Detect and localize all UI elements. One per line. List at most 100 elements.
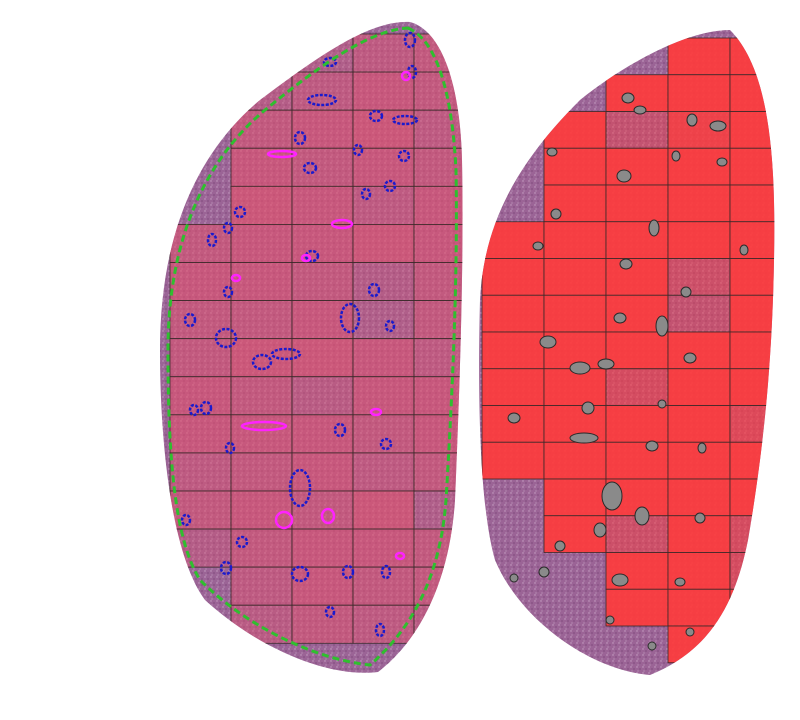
right-tile [481, 441, 545, 480]
magenta-vessel-outline [274, 510, 294, 530]
blue-vessel-outline [251, 353, 273, 371]
right-tile [667, 331, 731, 370]
vessel-hole [550, 208, 562, 220]
left-tile [352, 147, 415, 187]
magenta-vessel-outline [240, 420, 288, 432]
vessel-hole [671, 150, 681, 162]
left-tile [413, 109, 463, 149]
vessel-hole [554, 540, 566, 552]
left-tile [352, 109, 415, 149]
blue-vessel-outline [367, 282, 381, 298]
right-tile [605, 588, 669, 627]
blue-vessel-outline [306, 93, 338, 107]
right-tile [605, 74, 669, 112]
left-tile [291, 414, 354, 454]
right-tile [543, 221, 607, 259]
blue-vessel-outline [214, 327, 238, 349]
right-tile [729, 184, 775, 223]
vessel-hole [581, 401, 595, 415]
right-tile [543, 515, 607, 553]
right-tile [543, 478, 607, 517]
left-tile [413, 33, 463, 73]
blue-vessel-outline [368, 109, 384, 123]
left-tile [291, 376, 354, 416]
left-tile [352, 528, 415, 568]
left-tile [230, 414, 293, 454]
left-tile [352, 262, 415, 301]
blue-vessel-outline [339, 302, 361, 334]
right-tile [543, 368, 607, 406]
blue-vessel-outline [379, 437, 393, 451]
left-tile [352, 490, 415, 530]
vessel-hole [597, 358, 615, 370]
vessel-hole [621, 92, 635, 104]
left-tile [352, 223, 415, 263]
magenta-vessel-outline [320, 507, 336, 525]
left-tile [230, 528, 293, 568]
magenta-vessel-outline [300, 253, 312, 263]
right-tile [667, 478, 731, 517]
right-tile [543, 111, 607, 149]
vessel-hole [694, 512, 706, 524]
left-tile [352, 338, 415, 378]
right-tile [605, 405, 669, 443]
left-tile [291, 300, 354, 340]
vessel-hole [655, 315, 669, 337]
vessel-hole [593, 522, 607, 538]
left-tile [291, 185, 354, 225]
right-tile [481, 405, 545, 443]
vessel-hole [648, 219, 660, 237]
right-tile [729, 37, 775, 76]
right-tile [667, 368, 731, 406]
blue-vessel-outline [302, 161, 318, 175]
left-tile [291, 452, 354, 492]
left-tile [169, 528, 232, 568]
blue-vessel-outline [180, 513, 192, 527]
left-roi-outline [166, 26, 458, 667]
magenta-vessel-outline [266, 149, 298, 159]
right-tile [729, 441, 775, 480]
vessel-hole [716, 157, 728, 167]
right-tile [667, 588, 731, 627]
vessel-hole [538, 566, 550, 578]
right-tile [792, 185, 800, 222]
blue-vessel-outline [352, 143, 364, 157]
left-tile [413, 147, 463, 187]
left-tile [475, 110, 536, 148]
right-tile [667, 221, 731, 259]
vessel-hole [645, 440, 659, 452]
blue-vessel-outline [288, 468, 312, 508]
vessel-hole [680, 286, 692, 298]
left-tile [230, 376, 293, 416]
left-tile [169, 414, 232, 454]
left-tile [413, 71, 463, 111]
vessel-hole [697, 442, 707, 454]
left-tile [413, 223, 463, 263]
magenta-vessel-outline [394, 551, 406, 561]
right-tile [667, 258, 731, 296]
right-tile [792, 148, 800, 185]
vessel-hole [546, 147, 558, 157]
right-tile [605, 111, 669, 149]
left-tile [413, 338, 463, 378]
left-tile [291, 147, 354, 187]
right-tile [481, 331, 545, 370]
vessel-hole [611, 573, 629, 587]
magenta-vessel-outline [330, 218, 354, 230]
vessel-hole [634, 506, 650, 526]
blue-vessel-outline [374, 622, 386, 638]
right-tile [792, 553, 800, 590]
left-tile [230, 147, 293, 187]
left-tile [230, 71, 293, 111]
blue-vessel-outline [199, 400, 213, 416]
right-tile [667, 184, 731, 223]
left-tile [413, 185, 463, 225]
blue-vessel-outline [333, 422, 347, 438]
left-tile [230, 223, 293, 263]
vessel-hole [709, 120, 727, 132]
right-tile [605, 441, 669, 480]
blue-vessel-outline [235, 535, 249, 549]
right-tile [481, 221, 545, 259]
left-tile [413, 414, 463, 454]
vessel-hole [633, 105, 647, 115]
